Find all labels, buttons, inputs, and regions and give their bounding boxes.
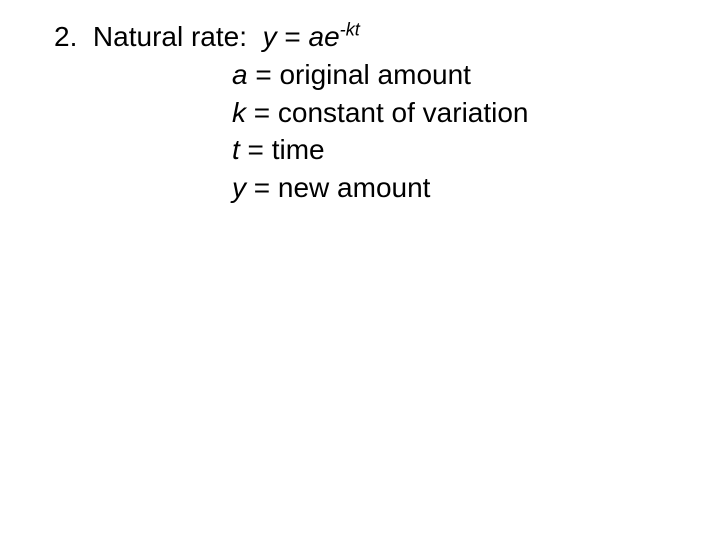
definition-t: t = time (54, 131, 720, 169)
formula-exponent: -kt (340, 20, 360, 40)
def-y-text: = new amount (246, 172, 430, 203)
var-a: a (232, 59, 248, 90)
item-number: 2. (54, 18, 77, 56)
slide-content: 2. Natural rate: y = ae-kt a = original … (0, 0, 720, 207)
title-line: 2. Natural rate: y = ae-kt (54, 18, 720, 56)
definition-k: k = constant of variation (54, 94, 720, 132)
var-y: y (232, 172, 246, 203)
definition-y: y = new amount (54, 169, 720, 207)
def-t-text: = time (240, 134, 325, 165)
def-k-text: = constant of variation (246, 97, 529, 128)
formula-a: a (308, 21, 324, 52)
def-a-text: = original amount (248, 59, 471, 90)
title-label: Natural rate: (93, 21, 247, 52)
formula-y: y (263, 21, 277, 52)
formula-e: e (324, 21, 340, 52)
definition-a: a = original amount (54, 56, 720, 94)
var-t: t (232, 134, 240, 165)
var-k: k (232, 97, 246, 128)
formula-eq: = (277, 21, 309, 52)
